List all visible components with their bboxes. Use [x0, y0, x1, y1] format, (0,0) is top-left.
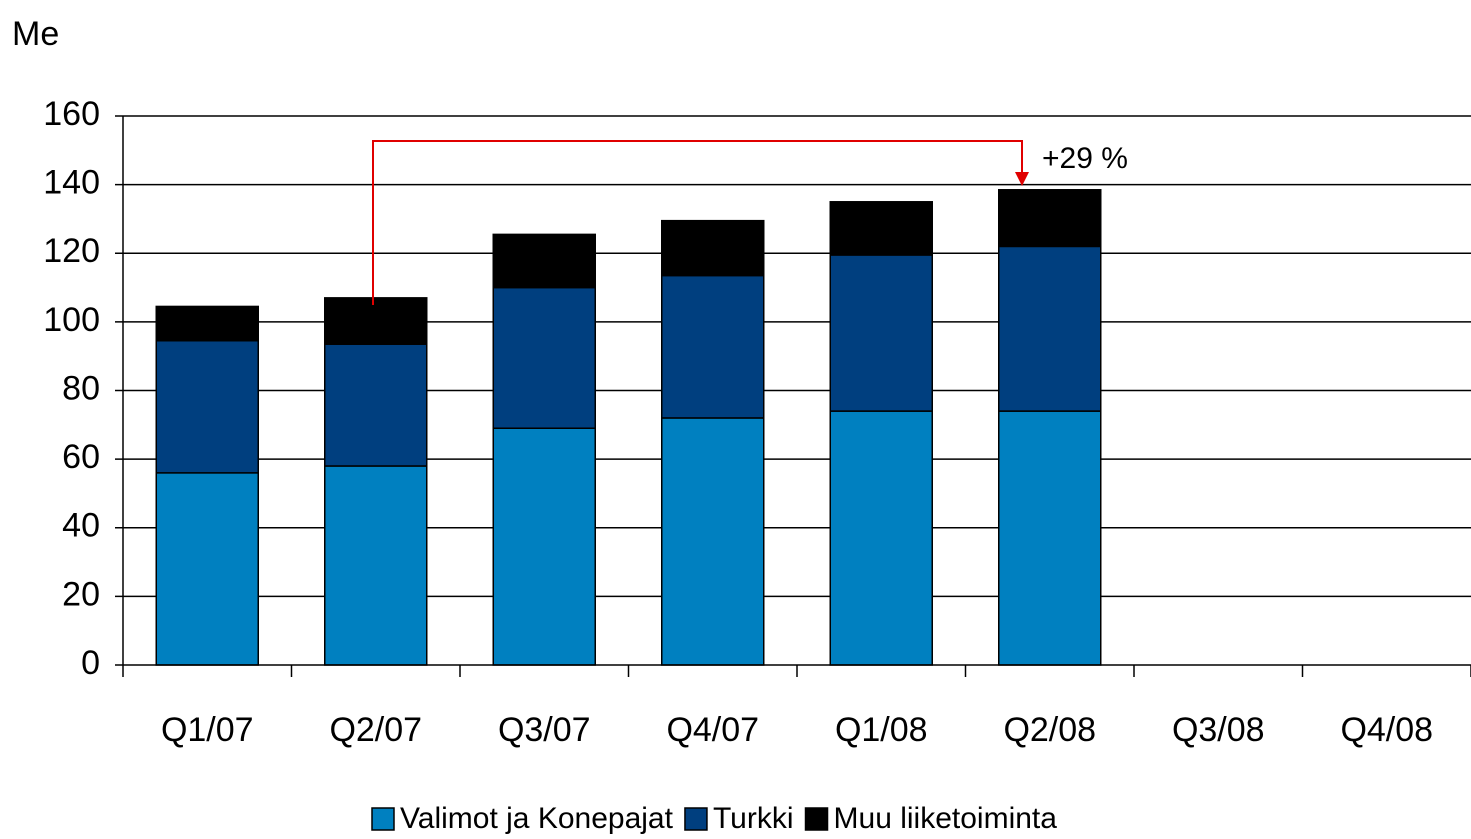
bar-segment	[324, 297, 428, 345]
x-tick-label: Q3/08	[1172, 711, 1265, 749]
legend-swatch	[371, 807, 395, 831]
bar-segment	[492, 427, 596, 666]
legend-swatch	[684, 807, 708, 831]
legend-swatch	[804, 807, 829, 831]
y-tick-label: 160	[43, 95, 100, 133]
bar-segment	[661, 274, 765, 419]
bar-segment	[324, 343, 428, 467]
annotation: +29 %	[1042, 142, 1128, 175]
growth-arrowhead	[1015, 172, 1029, 186]
bar-segment	[324, 465, 428, 666]
bar-segment	[998, 410, 1102, 666]
legend: Valimot ja Konepajat Turkki Muu liiketoimi…	[371, 802, 1058, 835]
bar-segment	[661, 219, 765, 277]
bar-segment	[155, 305, 259, 342]
bar-segment	[829, 410, 933, 666]
x-tick-label: Q3/07	[498, 711, 591, 749]
x-tick-label: Q4/08	[1340, 711, 1433, 749]
legend-label: Valimot ja Konepajat	[400, 802, 674, 835]
y-axis-label: Me	[12, 15, 59, 53]
x-tick-label: Q1/08	[835, 711, 928, 749]
y-tick-label: 20	[62, 575, 100, 613]
bar-segment	[661, 417, 765, 666]
legend-label: Turkki	[713, 802, 794, 835]
y-tick-label: 40	[62, 507, 100, 545]
bar-segment	[492, 233, 596, 289]
y-tick-label: 80	[62, 369, 100, 407]
y-tick-label: 100	[43, 301, 100, 339]
bar-segment	[829, 201, 933, 256]
y-tick-label: 0	[81, 644, 100, 682]
bar-segment	[998, 245, 1102, 412]
axes: 0 20 40 60 80 100 120 140 160 Q1/07 Q2/07 Q3/07 Q4/0…	[43, 95, 1471, 749]
y-tick-label: 60	[62, 438, 100, 476]
x-tick-label: Q2/08	[1003, 711, 1096, 749]
bar-segment	[829, 254, 933, 412]
x-tick-label: Q1/07	[161, 711, 254, 749]
growth-bracket	[372, 140, 1023, 305]
y-tick-label: 140	[43, 164, 100, 202]
bar-segment	[998, 189, 1102, 248]
bar-segment	[155, 472, 259, 666]
x-tick-label: Q2/07	[329, 711, 422, 749]
x-tick-label: Q4/07	[666, 711, 759, 749]
bar-segment	[492, 286, 596, 429]
bar-segment	[155, 339, 259, 474]
bars	[155, 189, 1102, 666]
y-tick-label: 120	[43, 232, 100, 270]
legend-label: Muu liiketoiminta	[834, 802, 1058, 835]
